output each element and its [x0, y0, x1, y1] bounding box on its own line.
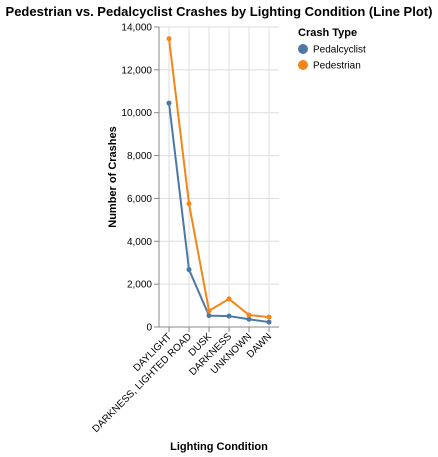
- series-line-pedestrian: [168, 38, 270, 319]
- data-point-pedestrian: [246, 312, 252, 318]
- legend-title: Crash Type: [298, 27, 357, 39]
- series-layer: [166, 36, 272, 325]
- data-point-pedalcyclist: [166, 100, 172, 106]
- data-point-pedalcyclist: [206, 313, 212, 319]
- y-tick-label: 10,000: [121, 108, 152, 119]
- y-tick-label: 2,000: [127, 280, 152, 291]
- y-tick-label: 14,000: [121, 23, 152, 34]
- data-point-pedestrian: [226, 296, 232, 302]
- data-point-pedestrian: [206, 308, 212, 314]
- y-tick-label: 12,000: [121, 65, 152, 76]
- gridlines: [159, 26, 279, 328]
- data-point-pedalcyclist: [246, 316, 252, 322]
- data-point-pedalcyclist: [226, 313, 232, 319]
- x-tick-label: DARKNESS, LIGHTED ROAD: [90, 331, 194, 435]
- data-point-pedalcyclist: [266, 319, 272, 325]
- data-point-pedestrian: [266, 314, 272, 320]
- legend-swatch-pedalcyclist: [298, 44, 308, 54]
- chart-title: Pedestrian vs. Pedalcyclist Crashes by L…: [6, 4, 433, 19]
- legend-label-pedestrian: Pedestrian: [313, 61, 361, 72]
- y-tick-label: 8,000: [127, 151, 152, 162]
- data-point-pedalcyclist: [186, 267, 192, 273]
- series-line-pedalcyclist: [168, 102, 270, 324]
- x-axis-title: Lighting Condition: [170, 441, 268, 453]
- y-tick-label: 0: [146, 323, 152, 334]
- legend: Crash Type Pedalcyclist Pedestrian: [298, 27, 366, 72]
- legend-label-pedalcyclist: Pedalcyclist: [313, 45, 366, 56]
- y-tick-label: 6,000: [127, 194, 152, 205]
- y-tick-label: 4,000: [127, 237, 152, 248]
- legend-swatch-pedestrian: [298, 60, 308, 70]
- data-point-pedestrian: [166, 36, 172, 42]
- y-axis-title: Number of Crashes: [107, 126, 119, 227]
- data-point-pedestrian: [186, 201, 192, 207]
